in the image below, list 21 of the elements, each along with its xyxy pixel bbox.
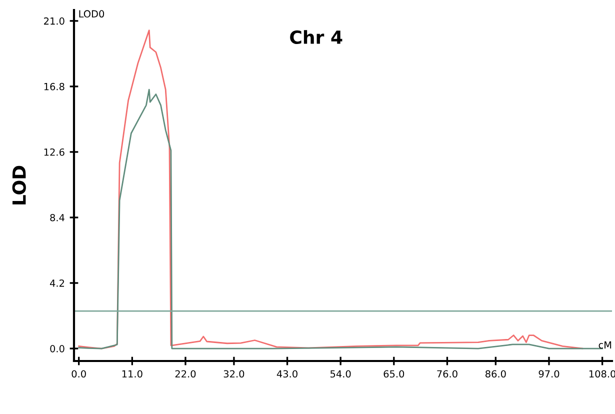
annotation: LOD0 <box>79 10 104 18</box>
x-tick-label: 86.0 <box>486 370 506 378</box>
y-tick-label: 0.0 <box>50 345 64 352</box>
y-tick-label: 12.6 <box>44 148 64 156</box>
x-tick-label: 0.0 <box>72 370 86 378</box>
text: Chr 4 <box>290 30 342 44</box>
x-tick-label: 76.0 <box>437 370 458 378</box>
y-tick-label: 4.2 <box>50 279 64 287</box>
x-tick-label: 54.0 <box>330 370 351 378</box>
x-tick-label: 43.0 <box>276 370 298 378</box>
x-tick-label: 11.0 <box>122 370 142 378</box>
x-axis-title: cM <box>598 341 612 349</box>
x-tick-label: 65.0 <box>384 370 404 378</box>
x-tick-label: 22.0 <box>175 370 196 378</box>
x-tick-label: 97.0 <box>538 370 560 378</box>
x-tick-label: 32.0 <box>224 370 244 378</box>
y-axis-title: LOD <box>12 166 26 204</box>
y-tick-label: 21.0 <box>44 17 64 25</box>
y-tick-label: 16.8 <box>44 82 64 90</box>
y-tick-label: 8.4 <box>50 214 64 222</box>
line-series <box>78 30 584 350</box>
